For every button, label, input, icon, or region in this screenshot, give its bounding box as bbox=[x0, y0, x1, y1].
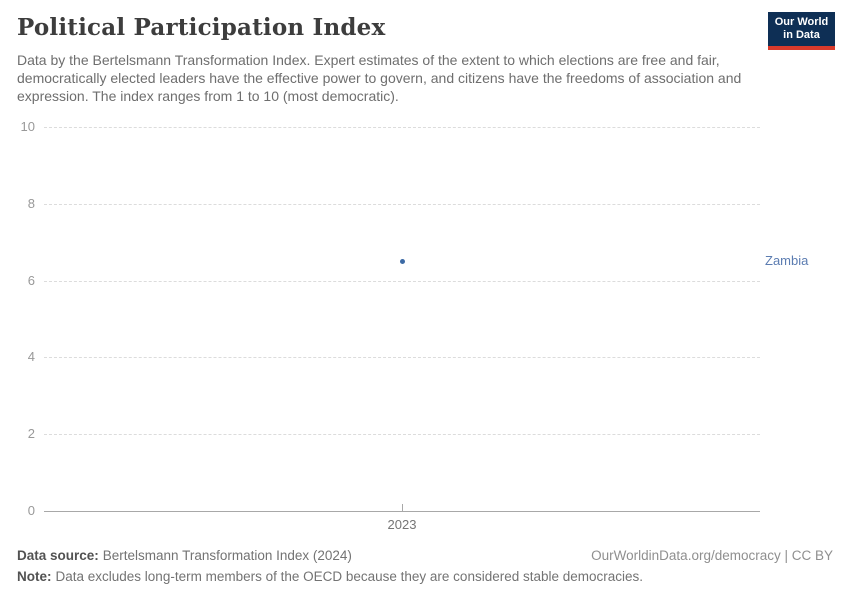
note-value: Data excludes long-term members of the O… bbox=[55, 569, 644, 584]
x-axis-line bbox=[44, 511, 760, 512]
horizontal-gridline bbox=[44, 434, 760, 436]
series-label-zambia[interactable]: Zambia bbox=[765, 253, 809, 269]
owid-logo-text-line1: Our World bbox=[774, 16, 829, 28]
horizontal-gridline bbox=[44, 280, 760, 282]
note-label: Note: bbox=[17, 569, 52, 584]
footer-note: Note: Data excludes long-term members of … bbox=[17, 569, 833, 584]
horizontal-gridline bbox=[44, 127, 760, 128]
x-axis-tick-label: 2023 bbox=[387, 517, 417, 532]
chart-title: Political Participation Index bbox=[17, 14, 386, 41]
chart-subtitle: Data by the Bertelsmann Transformation I… bbox=[17, 52, 742, 104]
horizontal-gridline bbox=[44, 357, 760, 359]
footer-license-link[interactable]: OurWorldinData.org/democracy | CC BY bbox=[591, 548, 833, 563]
y-axis-tick-label: 8 bbox=[27, 195, 35, 211]
y-axis-tick-label: 0 bbox=[27, 503, 35, 518]
y-axis-tick-label: 6 bbox=[27, 272, 35, 288]
data-source-value: Bertelsmann Transformation Index (2024) bbox=[102, 548, 352, 563]
x-axis-tick bbox=[401, 504, 403, 511]
data-source-label: Data source: bbox=[17, 548, 99, 563]
horizontal-gridline bbox=[44, 203, 760, 205]
y-axis-tick-label: 2 bbox=[27, 426, 35, 442]
footer-data-source: Data source: Bertelsmann Transformation I… bbox=[17, 548, 833, 563]
y-axis-tick-label: 10 bbox=[20, 119, 35, 134]
owid-logo-text-line2: in Data bbox=[783, 29, 820, 41]
owid-logo[interactable]: Our World in Data bbox=[768, 12, 835, 50]
y-axis-tick-label: 4 bbox=[27, 349, 35, 365]
data-point-zambia[interactable] bbox=[399, 258, 405, 264]
